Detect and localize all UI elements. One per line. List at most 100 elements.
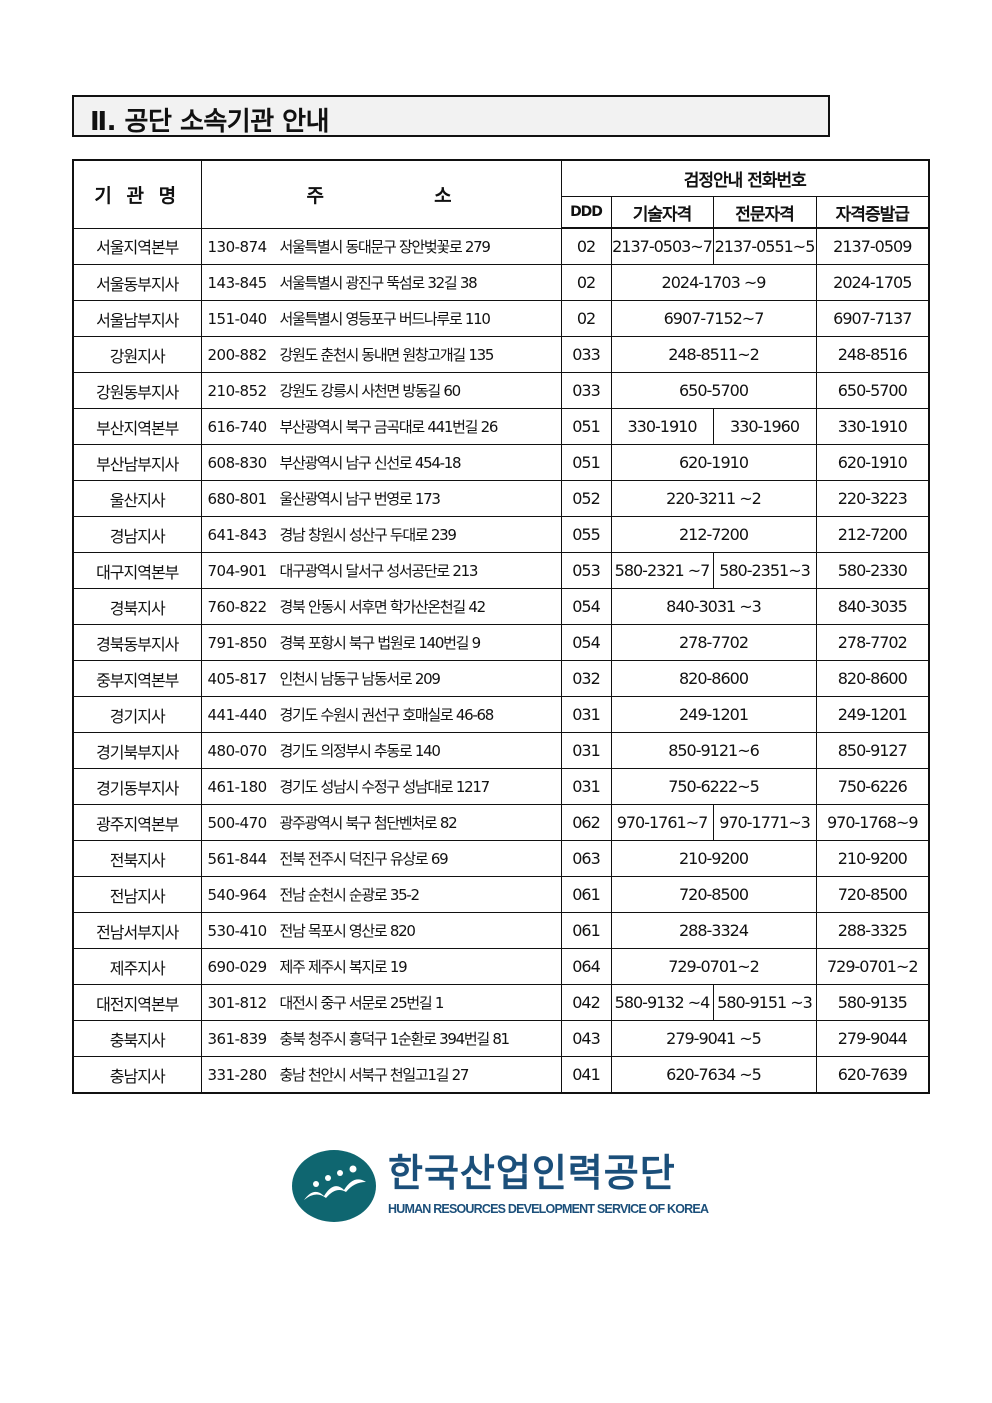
area-code: 032 [560,660,612,697]
certificate-phone: 840-3035 [815,588,930,625]
certificate-phone: 2024-1705 [815,264,930,301]
certificate-phone: 6907-7137 [815,300,930,337]
street-address: 강원도 춘천시 동내면 원창고개길 135 [279,346,495,364]
certificate-phone: 580-2330 [815,552,930,589]
agency-name: 부산남부지사 [72,444,202,481]
inquiry-phone: 248-8511~2 [610,336,817,373]
agency-name: 경기지사 [72,696,202,733]
table-row: 강원동부지사 210-852 강원도 강릉시 사천면 방동길 60 033 650-… [72,372,930,409]
professional-phone: 580-2351~3 [712,552,817,589]
professional-phone: 330-1960 [712,408,817,445]
certificate-phone: 750-6226 [815,768,930,805]
table-row: 경북동부지사 791-850 경북 포항시 북구 법원로 140번길 9 054 2… [72,624,930,661]
agency-address: 500-470 광주광역시 북구 첨단벤처로 82 [200,804,562,841]
header-name: 기 관 명 [72,159,202,229]
street-address: 대전시 중구 서문로 25번길 1 [279,994,445,1012]
table-row: 경북지사 760-822 경북 안동시 서후면 학가산온천길 42 054 840-… [72,588,930,625]
certificate-phone: 278-7702 [815,624,930,661]
zip-code: 405-817 [207,670,268,688]
agency-address: 143-845 서울특별시 광진구 뚝섬로 32길 38 [200,264,562,301]
agency-address: 151-040 서울특별시 영등포구 버드나루로 110 [200,300,562,337]
agency-address: 441-440 경기도 수원시 권선구 호매실로 46-68 [200,696,562,733]
agency-name: 충북지사 [72,1020,202,1057]
certificate-phone: 288-3325 [815,912,930,949]
agency-name: 제주지사 [72,948,202,985]
inquiry-phone: 279-9041 ~5 [610,1020,817,1057]
agency-address: 361-839 충북 청주시 흥덕구 1순환로 394번길 81 [200,1020,562,1057]
header-professional: 전문자격 [712,196,817,229]
logo-english-text: HUMAN RESOURCES DEVELOPMENT SERVICE OF K… [388,1202,709,1216]
street-address: 제주 제주시 복지로 19 [279,958,408,976]
header-certificate: 자격증발급 [815,196,930,229]
area-code: 033 [560,372,612,409]
area-code: 052 [560,480,612,517]
area-code: 051 [560,444,612,481]
certificate-phone: 220-3223 [815,480,930,517]
agency-address: 200-882 강원도 춘천시 동내면 원창고개길 135 [200,336,562,373]
agency-address: 608-830 부산광역시 남구 신선로 454-18 [200,444,562,481]
agency-address: 690-029 제주 제주시 복지로 19 [200,948,562,985]
area-code: 062 [560,804,612,841]
agency-name: 경북지사 [72,588,202,625]
agency-name: 전남지사 [72,876,202,913]
table-row: 울산지사 680-801 울산광역시 남구 번영로 173 052 220-3211… [72,480,930,517]
street-address: 대구광역시 달서구 성서공단로 213 [279,562,479,580]
inquiry-phone: 6907-7152~7 [610,300,817,337]
table-row: 광주지역본부 500-470 광주광역시 북구 첨단벤처로 82 062 970-1… [72,804,930,841]
zip-code: 151-040 [207,310,268,328]
inquiry-phone: 650-5700 [610,372,817,409]
street-address: 전남 목포시 영산로 820 [279,922,416,940]
area-code: 051 [560,408,612,445]
agency-address: 540-964 전남 순천시 순광로 35-2 [200,876,562,913]
street-address: 충남 천안시 서북구 천일고1길 27 [279,1066,470,1084]
certificate-phone: 212-7200 [815,516,930,553]
street-address: 경북 포항시 북구 법원로 140번길 9 [279,634,482,652]
agency-name: 부산지역본부 [72,408,202,445]
area-code: 041 [560,1056,612,1094]
area-code: 02 [560,300,612,337]
area-code: 063 [560,840,612,877]
area-code: 02 [560,264,612,301]
area-code: 064 [560,948,612,985]
inquiry-phone: 820-8600 [610,660,817,697]
zip-code: 608-830 [207,454,268,472]
agency-name: 대전지역본부 [72,984,202,1021]
area-code: 054 [560,624,612,661]
area-code: 061 [560,912,612,949]
certificate-phone: 210-9200 [815,840,930,877]
inquiry-phone: 720-8500 [610,876,817,913]
zip-code: 791-850 [207,634,268,652]
zip-code: 690-029 [207,958,268,976]
agency-address: 331-280 충남 천안시 서북구 천일고1길 27 [200,1056,562,1094]
certificate-phone: 279-9044 [815,1020,930,1057]
table-row: 제주지사 690-029 제주 제주시 복지로 19 064 729-0701~2 … [72,948,930,985]
table-row: 전남지사 540-964 전남 순천시 순광로 35-2 061 720-8500 … [72,876,930,913]
zip-code: 616-740 [207,418,268,436]
certificate-phone: 820-8600 [815,660,930,697]
certificate-phone: 248-8516 [815,336,930,373]
street-address: 경기도 수원시 권선구 호매실로 46-68 [279,706,495,724]
street-address: 강원도 강릉시 사천면 방동길 60 [279,382,462,400]
professional-phone: 970-1771~3 [712,804,817,841]
logo-emblem-icon [292,1150,376,1222]
certificate-phone: 2137-0509 [815,227,930,265]
table-row: 서울남부지사 151-040 서울특별시 영등포구 버드나루로 110 02 690… [72,300,930,337]
technical-phone: 970-1761~7 [610,804,714,841]
agency-address: 561-844 전북 전주시 덕진구 유상로 69 [200,840,562,877]
street-address: 서울특별시 광진구 뚝섬로 32길 38 [279,274,478,292]
inquiry-phone: 620-7634 ~5 [610,1056,817,1094]
agency-name: 서울동부지사 [72,264,202,301]
street-address: 전남 순천시 순광로 35-2 [279,886,421,904]
agency-name: 경남지사 [72,516,202,553]
agency-name: 충남지사 [72,1056,202,1094]
certificate-phone: 330-1910 [815,408,930,445]
street-address: 서울특별시 동대문구 장안벚꽃로 279 [279,237,491,256]
agency-name: 경기동부지사 [72,768,202,805]
zip-code: 130-874 [207,237,268,256]
agency-address: 530-410 전남 목포시 영산로 820 [200,912,562,949]
zip-code: 301-812 [207,994,268,1012]
area-code: 043 [560,1020,612,1057]
header-technical: 기술자격 [610,196,714,229]
section-title-box: Ⅱ. 공단 소속기관 안내 [72,95,830,137]
zip-code: 200-882 [207,346,268,364]
